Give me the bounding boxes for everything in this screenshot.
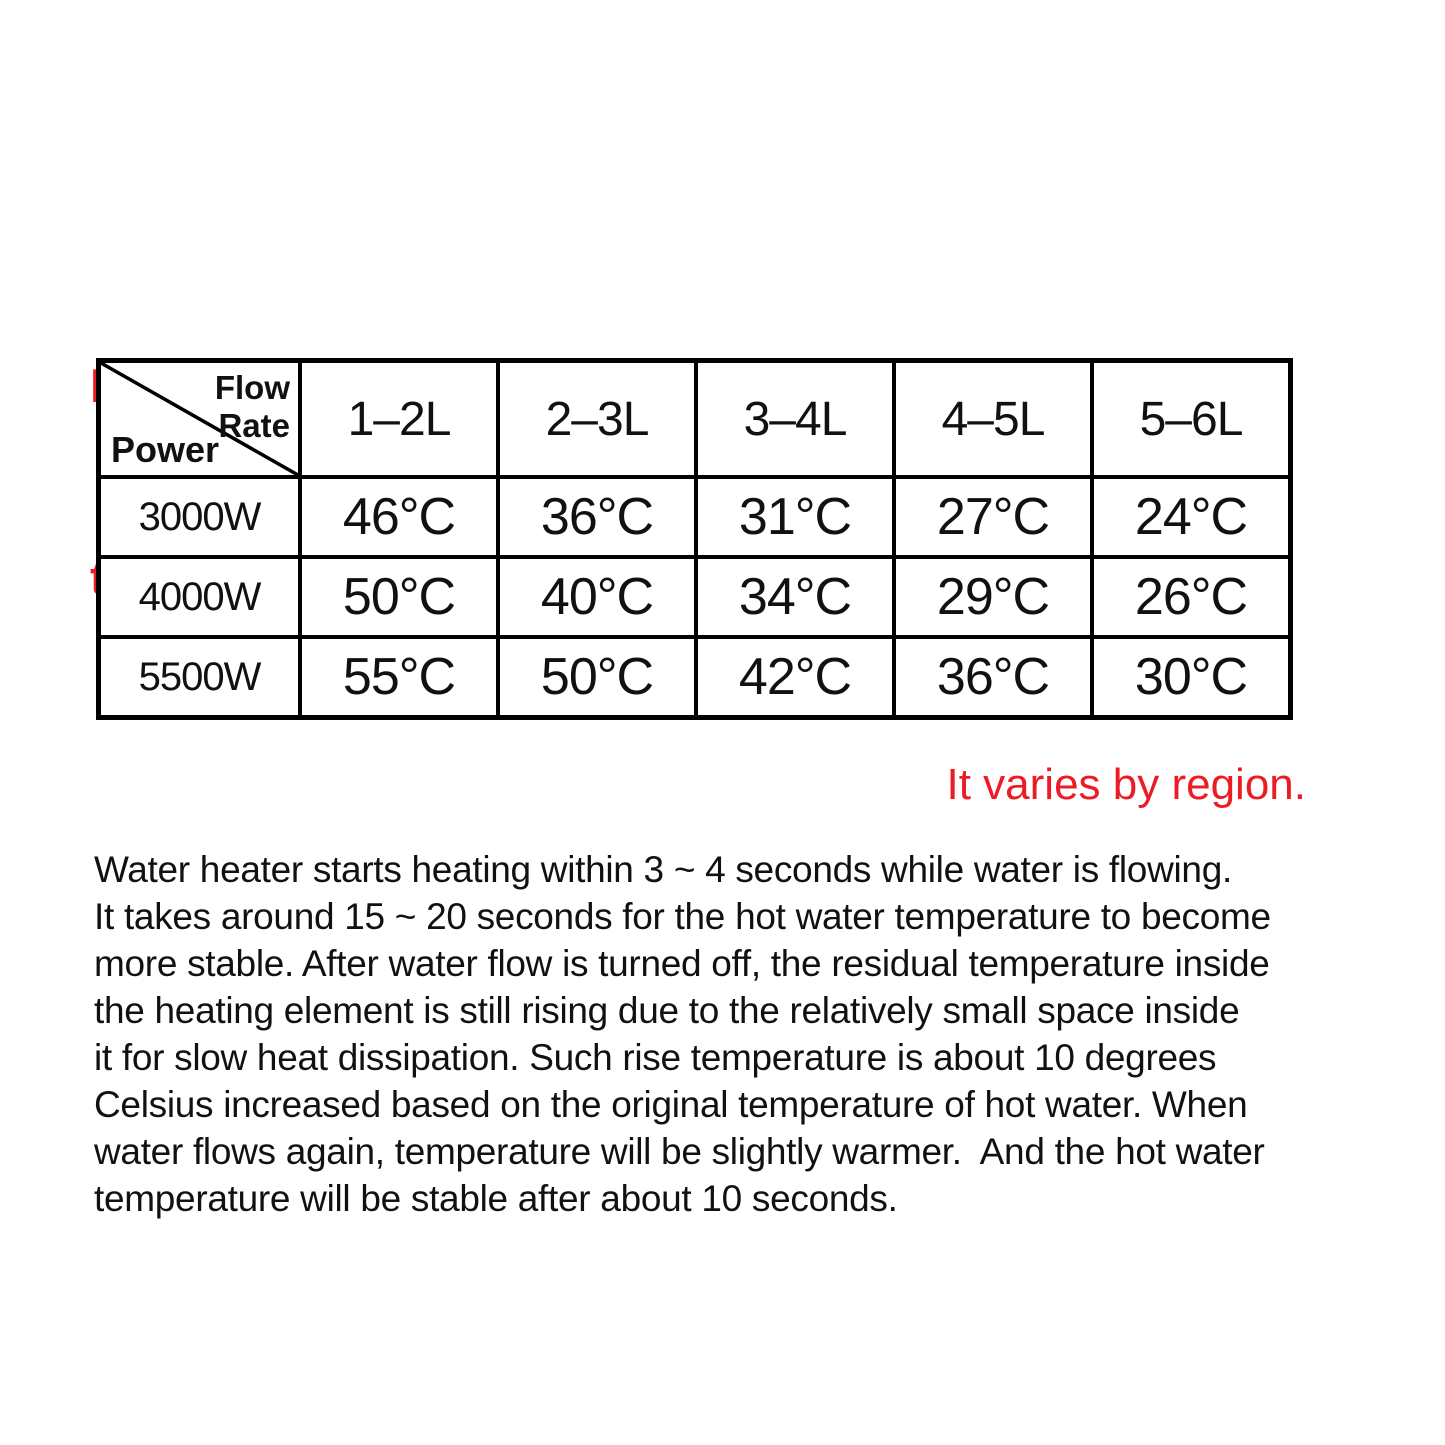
- paragraph-line: it for slow heat dissipation. Such rise …: [94, 1037, 1217, 1078]
- temp-cell: 50°C: [496, 635, 698, 720]
- table-row-5500w: 5500W 55°C 50°C 42°C 36°C 30°C: [96, 635, 1293, 720]
- temp-cell: 26°C: [1090, 555, 1293, 639]
- flow-header-2-3l: 2–3L: [496, 358, 698, 479]
- corner-cell: Flow Rate Power: [96, 358, 302, 479]
- power-cell: 4000W: [96, 555, 302, 639]
- temp-cell: 34°C: [694, 555, 896, 639]
- temp-cell: 40°C: [496, 555, 698, 639]
- flow-header-3-4l: 3–4L: [694, 358, 896, 479]
- power-cell: 3000W: [96, 475, 302, 559]
- temp-cell: 30°C: [1090, 635, 1293, 720]
- region-note: It varies by region.: [946, 760, 1307, 809]
- temp-cell: 24°C: [1090, 475, 1293, 559]
- flow-header-5-6l: 5–6L: [1090, 358, 1293, 479]
- power-label: Power: [111, 429, 220, 470]
- temp-cell: 50°C: [298, 555, 500, 639]
- table-row-3000w: 3000W 46°C 36°C 31°C 27°C 24°C: [96, 475, 1293, 559]
- temp-cell: 36°C: [496, 475, 698, 559]
- paragraph-line: the heating element is still rising due …: [94, 990, 1240, 1031]
- flow-header-1-2l: 1–2L: [298, 358, 500, 479]
- flow-label: Flow: [214, 369, 290, 406]
- temp-cell: 42°C: [694, 635, 896, 720]
- temp-cell: 29°C: [892, 555, 1094, 639]
- description-paragraph: Water heater starts heating within 3 ~ 4…: [94, 846, 1271, 1222]
- paragraph-line: Water heater starts heating within 3 ~ 4…: [94, 849, 1232, 890]
- temperature-table: Flow Rate Power 1–2L 2–3L 3–4L 4–5L 5–6L…: [96, 358, 1293, 720]
- flow-header-4-5l: 4–5L: [892, 358, 1094, 479]
- temp-cell: 31°C: [694, 475, 896, 559]
- temp-cell: 27°C: [892, 475, 1094, 559]
- paragraph-line: Celsius increased based on the original …: [94, 1084, 1248, 1125]
- paragraph-line: It takes around 15 ~ 20 seconds for the …: [94, 896, 1271, 937]
- flow-rate-label: Flow Rate: [215, 369, 290, 445]
- paragraph-line: more stable. After water flow is turned …: [94, 943, 1270, 984]
- temp-cell: 46°C: [298, 475, 500, 559]
- power-cell: 5500W: [96, 635, 302, 720]
- paragraph-line: temperature will be stable after about 1…: [94, 1178, 898, 1219]
- table-row-4000w: 4000W 50°C 40°C 34°C 29°C 26°C: [96, 555, 1293, 639]
- temp-cell: 55°C: [298, 635, 500, 720]
- rate-label: Rate: [218, 407, 290, 444]
- diagonal-line-icon: [101, 363, 298, 475]
- temp-cell: 36°C: [892, 635, 1094, 720]
- paragraph-line: water flows again, temperature will be s…: [94, 1131, 1265, 1172]
- table-header-row: Flow Rate Power 1–2L 2–3L 3–4L 4–5L 5–6L: [96, 358, 1293, 479]
